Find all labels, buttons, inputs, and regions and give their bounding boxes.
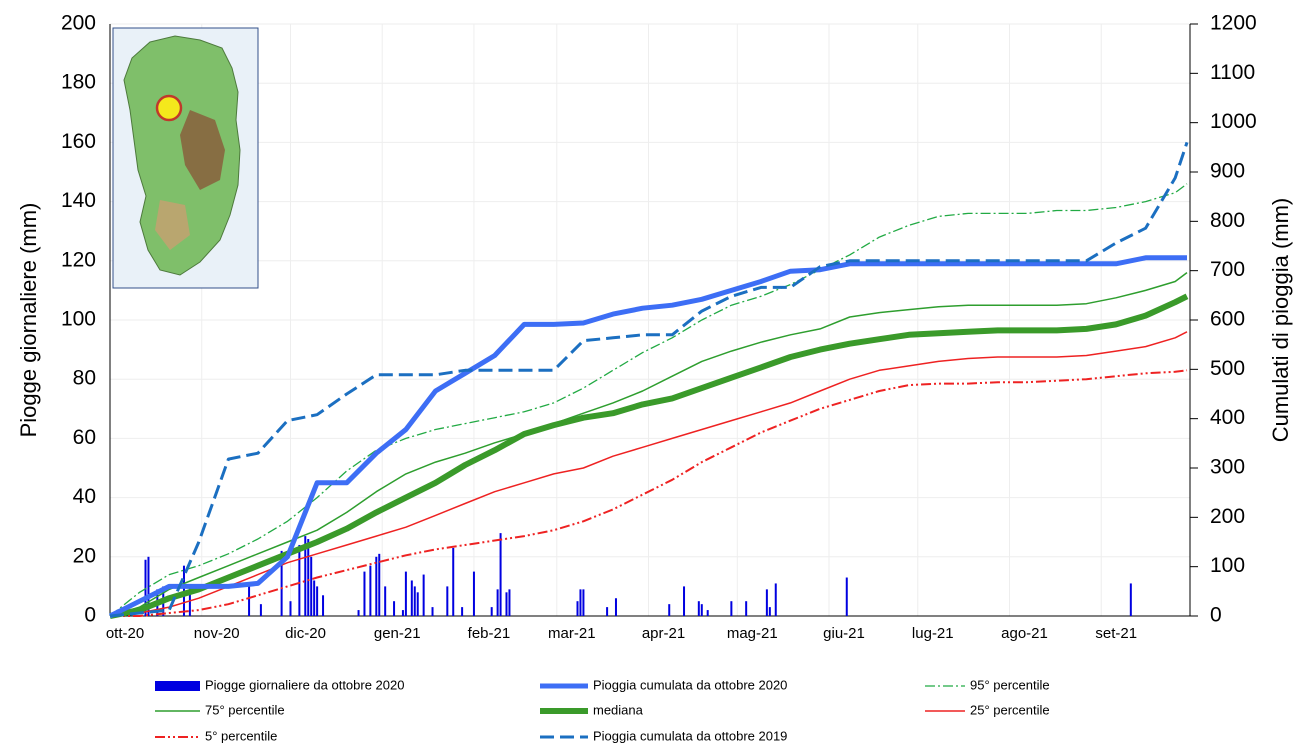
bar (766, 589, 768, 616)
bar (260, 604, 262, 616)
y-axis-title: Piogge giornaliere (mm) (16, 203, 41, 438)
bar (446, 586, 448, 616)
y2-tick-label: 1200 (1210, 12, 1257, 35)
x-tick-label: feb-21 (468, 625, 511, 642)
bar (423, 575, 425, 616)
legend-label: mediana (593, 702, 644, 717)
x-tick-label: set-21 (1095, 625, 1137, 642)
bar (745, 601, 747, 616)
inset-map (113, 28, 258, 288)
bar (491, 607, 493, 616)
bar (405, 572, 407, 616)
y2-tick-label: 500 (1210, 357, 1245, 380)
bar (298, 545, 300, 616)
bar (582, 589, 584, 616)
y-tick-label: 120 (61, 248, 96, 271)
x-tick-label: apr-21 (642, 625, 685, 642)
bar (310, 557, 312, 616)
bar (417, 592, 419, 616)
y2-tick-label: 200 (1210, 505, 1245, 528)
y-tick-label: 80 (73, 367, 96, 390)
bar (414, 586, 416, 616)
y-tick-label: 140 (61, 189, 96, 212)
y-tick-label: 160 (61, 130, 96, 153)
y-tick-label: 40 (73, 485, 96, 508)
y-tick-label: 200 (61, 12, 96, 35)
y-tick-label: 180 (61, 71, 96, 94)
bar (606, 607, 608, 616)
bar (432, 607, 434, 616)
legend-label: Pioggia cumulata da ottobre 2019 (593, 728, 787, 743)
bar (497, 589, 499, 616)
bar (615, 598, 617, 616)
legend-label: 95° percentile (970, 677, 1050, 692)
y-tick-label: 0 (84, 604, 96, 627)
bar (289, 601, 291, 616)
bar (402, 610, 404, 616)
legend-swatch (155, 681, 200, 691)
x-tick-label: ott-20 (106, 625, 144, 642)
bar (452, 548, 454, 616)
y2-tick-label: 600 (1210, 308, 1245, 331)
bar (683, 586, 685, 616)
bar (378, 554, 380, 616)
x-tick-label: gen-21 (374, 625, 421, 642)
bar (393, 601, 395, 616)
bar (730, 601, 732, 616)
bar (461, 607, 463, 616)
legend-label: 75° percentile (205, 702, 285, 717)
y2-tick-label: 700 (1210, 258, 1245, 281)
bar (363, 572, 365, 616)
bar (846, 578, 848, 616)
y-tick-label: 100 (61, 308, 96, 331)
bar (316, 586, 318, 616)
x-tick-label: mar-21 (548, 625, 596, 642)
bar (411, 580, 413, 616)
x-tick-label: giu-21 (823, 625, 865, 642)
bar (577, 601, 579, 616)
legend-label: Pioggia cumulata da ottobre 2020 (593, 677, 787, 692)
legend-label: 25° percentile (970, 702, 1050, 717)
x-tick-label: ago-21 (1001, 625, 1048, 642)
legend-label: 5° percentile (205, 728, 277, 743)
bar (369, 566, 371, 616)
bar (313, 580, 315, 616)
chart: Piogge giornaliere (mm) Cumulati di piog… (0, 0, 1298, 744)
x-tick-label: lug-21 (912, 625, 954, 642)
y2-tick-label: 800 (1210, 209, 1245, 232)
x-tick-label: dic-20 (285, 625, 326, 642)
y2-tick-label: 400 (1210, 406, 1245, 429)
bar (473, 572, 475, 616)
x-tick-label: nov-20 (194, 625, 240, 642)
bar (508, 589, 510, 616)
bar (1130, 583, 1132, 616)
y2-tick-label: 100 (1210, 554, 1245, 577)
bar (668, 604, 670, 616)
bar (698, 601, 700, 616)
legend-label: Piogge giornaliere da ottobre 2020 (205, 677, 404, 692)
y2-tick-label: 1000 (1210, 110, 1257, 133)
bar (701, 604, 703, 616)
bar (707, 610, 709, 616)
bar (322, 595, 324, 616)
y2-tick-label: 300 (1210, 456, 1245, 479)
bar (375, 557, 377, 616)
bar (307, 539, 309, 616)
bar (579, 589, 581, 616)
bar (769, 607, 771, 616)
bar (358, 610, 360, 616)
y2-tick-label: 0 (1210, 604, 1222, 627)
y2-tick-label: 1100 (1210, 61, 1255, 84)
y2-axis-title: Cumulati di pioggia (mm) (1268, 198, 1293, 443)
bar (384, 586, 386, 616)
x-tick-label: mag-21 (727, 625, 778, 642)
y-tick-label: 60 (73, 426, 96, 449)
legend: Piogge giornaliere da ottobre 2020 Pioggi… (155, 677, 1050, 743)
bar (248, 583, 250, 616)
bar (500, 533, 502, 616)
bar (505, 592, 507, 616)
y2-tick-label: 900 (1210, 160, 1245, 183)
bar (775, 583, 777, 616)
y-tick-label: 20 (73, 544, 96, 567)
